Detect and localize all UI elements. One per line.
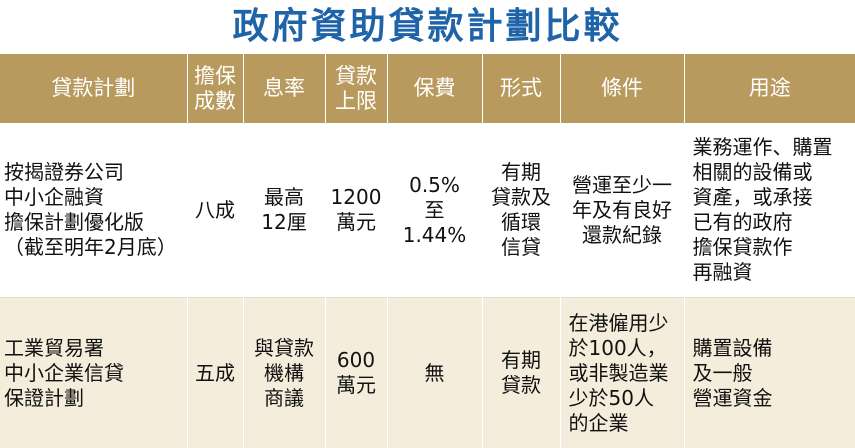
cell-interest-rate: 與貸款 機構 商議 [243, 298, 325, 448]
table-header-row: 貸款計劃 擔保 成數 息率 貸款 上限 保費 形式 條件 用途 [0, 54, 855, 123]
cell-fee: 無 [387, 298, 482, 448]
header-loan-limit: 貸款 上限 [325, 54, 387, 123]
cell-loan-limit: 600 萬元 [325, 298, 387, 448]
cell-form: 有期 貸款 [482, 298, 560, 448]
cell-loan-limit: 1200 萬元 [325, 123, 387, 298]
header-guarantee-ratio: 擔保 成數 [187, 54, 243, 123]
loan-comparison-table: 貸款計劃 擔保 成數 息率 貸款 上限 保費 形式 條件 用途 按揭證券公司 中… [0, 54, 855, 448]
cell-plan: 按揭證券公司 中小企融資 擔保計劃優化版 （截至明年2月底） [0, 123, 187, 298]
header-plan: 貸款計劃 [0, 54, 187, 123]
cell-plan: 工業貿易署 中小企業信貸 保證計劃 [0, 298, 187, 448]
table-row: 工業貿易署 中小企業信貸 保證計劃 五成 與貸款 機構 商議 600 萬元 無 … [0, 298, 855, 448]
header-condition: 條件 [560, 54, 684, 123]
cell-condition: 在港僱用少 於100人， 或非製造業 少於50人 的企業 [560, 298, 684, 448]
cell-form: 有期 貸款及 循環 信貸 [482, 123, 560, 298]
cell-condition: 營運至少一 年及有良好 還款紀錄 [560, 123, 684, 298]
header-fee: 保費 [387, 54, 482, 123]
header-interest-rate: 息率 [243, 54, 325, 123]
header-form: 形式 [482, 54, 560, 123]
header-use: 用途 [684, 54, 855, 123]
page-title: 政府資助貸款計劃比較 [0, 0, 855, 54]
table-row: 按揭證券公司 中小企融資 擔保計劃優化版 （截至明年2月底） 八成 最高 12厘… [0, 123, 855, 298]
cell-fee: 0.5% 至 1.44% [387, 123, 482, 298]
cell-interest-rate: 最高 12厘 [243, 123, 325, 298]
cell-guarantee-ratio: 五成 [187, 298, 243, 448]
cell-guarantee-ratio: 八成 [187, 123, 243, 298]
cell-use: 業務運作、購置 相關的設備或 資產，或承接 已有的政府 擔保貸款作 再融資 [684, 123, 855, 298]
cell-use: 購置設備 及一般 營運資金 [684, 298, 855, 448]
